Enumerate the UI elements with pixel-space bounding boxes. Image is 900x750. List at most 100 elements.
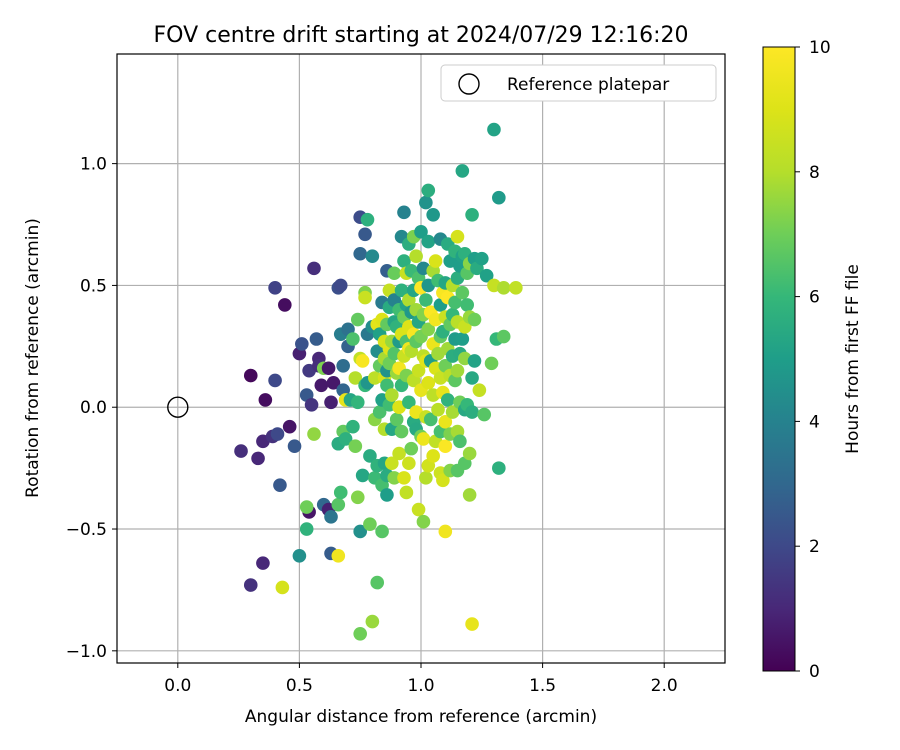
data-point (365, 249, 380, 263)
data-point (438, 415, 453, 429)
y-tick-label: 0.0 (80, 398, 107, 418)
data-point (355, 468, 370, 483)
data-point (477, 407, 492, 422)
x-tick-label: 1.0 (407, 676, 434, 696)
data-point (402, 456, 416, 471)
data-point (411, 363, 426, 378)
data-point (423, 412, 438, 427)
data-point (358, 227, 372, 242)
data-point (421, 183, 436, 198)
data-point (353, 524, 368, 539)
data-point (453, 434, 467, 449)
data-point (299, 500, 314, 514)
data-point (385, 456, 399, 471)
data-point (455, 164, 470, 178)
data-point (465, 617, 479, 631)
data-point (397, 471, 411, 485)
reference-platepar-marker (167, 396, 189, 418)
data-point (324, 395, 338, 410)
data-point (394, 424, 409, 439)
data-point (348, 439, 363, 453)
data-point (421, 322, 436, 337)
data-point (346, 332, 360, 346)
data-point (353, 246, 368, 261)
colorbar-tick-label: 8 (809, 163, 820, 183)
data-point (448, 295, 462, 310)
data-point (256, 556, 270, 570)
data-point (440, 393, 455, 407)
colorbar-tick-label: 0 (809, 662, 820, 682)
data-point (409, 249, 423, 263)
data-point (496, 329, 511, 344)
data-point (450, 363, 465, 378)
reference-marker (167, 396, 189, 418)
data-point (467, 312, 482, 327)
data-point (460, 298, 475, 312)
data-point (465, 371, 479, 385)
legend-box (440, 64, 717, 102)
data-point (333, 278, 348, 293)
data-point (411, 502, 426, 517)
data-point (333, 485, 348, 500)
y-tick-label: 1.0 (80, 155, 107, 175)
data-point (465, 405, 479, 419)
colorbar-gradient (762, 46, 796, 672)
data-point (438, 524, 453, 539)
data-point (355, 354, 370, 368)
legend-open-circle-icon (458, 73, 480, 95)
data-point (416, 514, 431, 529)
data-point (428, 254, 443, 268)
colorbar-tick-label: 2 (809, 537, 820, 557)
legend-label: Reference platepar (507, 75, 669, 95)
data-point (472, 383, 487, 397)
data-point (350, 395, 365, 410)
data-point (275, 580, 290, 595)
x-axis-ticks: 0.0 0.5 1.0 1.5 2.0 (164, 663, 678, 696)
data-point (445, 405, 460, 419)
data-point (492, 461, 506, 475)
y-tick-label: 0.5 (80, 276, 107, 296)
data-point (270, 427, 285, 441)
data-point (314, 378, 329, 393)
data-point (304, 397, 319, 412)
y-axis-label: Rotation from reference (arcmin) (23, 218, 43, 498)
data-point (392, 446, 406, 461)
data-point (380, 488, 394, 502)
data-point (309, 332, 324, 346)
data-point (360, 212, 375, 227)
data-point (243, 578, 258, 592)
data-point (243, 368, 258, 383)
data-point (273, 478, 287, 492)
data-point (353, 626, 368, 641)
data-point (331, 549, 346, 563)
data-point (404, 441, 419, 456)
data-points (234, 122, 523, 641)
data-point (455, 332, 470, 346)
data-point (387, 266, 402, 281)
chart-title: FOV centre drift starting at 2024/07/29 … (154, 23, 689, 48)
data-point (350, 490, 365, 505)
data-point (336, 359, 350, 373)
data-point (282, 419, 297, 434)
y-tick-label: −0.5 (66, 520, 107, 540)
data-point (419, 195, 433, 210)
data-point (375, 524, 389, 539)
data-point (402, 395, 416, 410)
data-point (389, 412, 404, 427)
data-point (372, 405, 387, 419)
data-point (387, 471, 402, 485)
legend: Reference platepar (440, 64, 717, 102)
data-point (367, 371, 382, 385)
data-point (338, 432, 353, 446)
data-point (307, 427, 321, 441)
x-axis-label: Angular distance from reference (arcmin) (245, 707, 597, 727)
data-point (492, 190, 506, 205)
data-point (436, 473, 450, 488)
data-point (426, 449, 440, 463)
data-point (414, 225, 428, 239)
data-point (455, 285, 470, 300)
x-tick-label: 0.5 (286, 676, 313, 696)
data-point (326, 376, 341, 390)
data-point (397, 205, 411, 220)
data-point (484, 356, 499, 371)
